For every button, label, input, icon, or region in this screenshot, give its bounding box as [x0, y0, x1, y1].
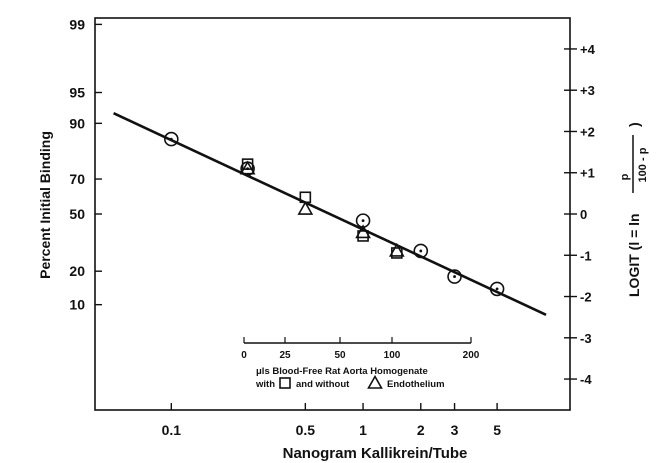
y-tick-label: 50: [69, 206, 85, 222]
svg-text:100 - p: 100 - p: [637, 147, 649, 182]
data-point-circle-dot-center: [495, 287, 499, 291]
data-point-circle-dot: [489, 281, 505, 297]
inset-tick-label: 0: [241, 350, 247, 361]
x-tick-label: 1: [359, 422, 367, 438]
inset-legend-triangle: [367, 374, 383, 389]
data-point-circle-dot-center: [169, 137, 173, 141]
data-point-triangle: [355, 224, 371, 239]
svg-text:): ): [626, 122, 642, 127]
y2-tick-label: +2: [580, 124, 595, 139]
inset-tick-label: 200: [463, 350, 480, 361]
x-tick-label: 0.5: [296, 422, 316, 438]
data-point-circle-dot-center: [453, 275, 456, 278]
inset-legend-square: [279, 377, 291, 389]
data-point-circle-dot: [447, 269, 462, 284]
y-tick-label: 95: [69, 85, 85, 101]
data-point-circle-dot-center: [361, 219, 365, 223]
data-point-triangle: [239, 160, 256, 175]
y-tick-label: 10: [69, 297, 85, 313]
x-axis-label: Nanogram Kallikrein/Tube: [283, 445, 468, 462]
inset-caption-line1: μls Blood-Free Rat Aorta Homogenate: [256, 366, 428, 377]
y-axis-label: Percent Initial Binding: [37, 131, 53, 279]
data-point-triangle: [297, 200, 314, 215]
data-point-circle-dot: [164, 131, 179, 147]
y2-tick-label: +3: [580, 83, 595, 98]
regression-line: [113, 112, 547, 316]
y2-tick-label: -2: [580, 290, 592, 305]
y2-tick-label: -4: [580, 372, 592, 387]
svg-text:LOGIT (l = ln: LOGIT (l = ln: [626, 213, 642, 297]
x-tick-label: 5: [493, 422, 501, 438]
data-point-circle-dot: [413, 243, 429, 259]
inset-tick-label: 50: [334, 350, 346, 361]
x-tick-label: 0.1: [162, 422, 182, 438]
x-tick-label: 3: [451, 422, 459, 438]
y-tick-label: 20: [69, 263, 85, 279]
y-tick-label: 70: [69, 171, 85, 187]
y2-tick-label: +1: [580, 166, 595, 181]
inset-caption-endothelium: Endothelium: [387, 379, 445, 390]
y2-tick-label: +4: [580, 42, 596, 57]
data-point-triangle: [388, 242, 405, 257]
data-point-square: [241, 158, 254, 170]
y-tick-label: 99: [69, 16, 85, 32]
svg-text:p: p: [619, 173, 631, 180]
logit-axis-label: LOGIT (l = ln p 100 - p ): [619, 122, 649, 297]
x-tick-label: 2: [417, 422, 425, 438]
y2-tick-label: -3: [580, 331, 592, 346]
y2-tick-label: -1: [580, 248, 592, 263]
y2-tick-label: 0: [580, 207, 587, 222]
inset-tick-label: 100: [384, 350, 401, 361]
inset-tick-label: 25: [279, 350, 291, 361]
data-point-circle-dot-center: [419, 249, 423, 253]
inset-caption-with: with: [255, 379, 275, 390]
y-tick-label: 90: [69, 115, 85, 131]
inset-caption-and-without: and without: [296, 379, 350, 390]
